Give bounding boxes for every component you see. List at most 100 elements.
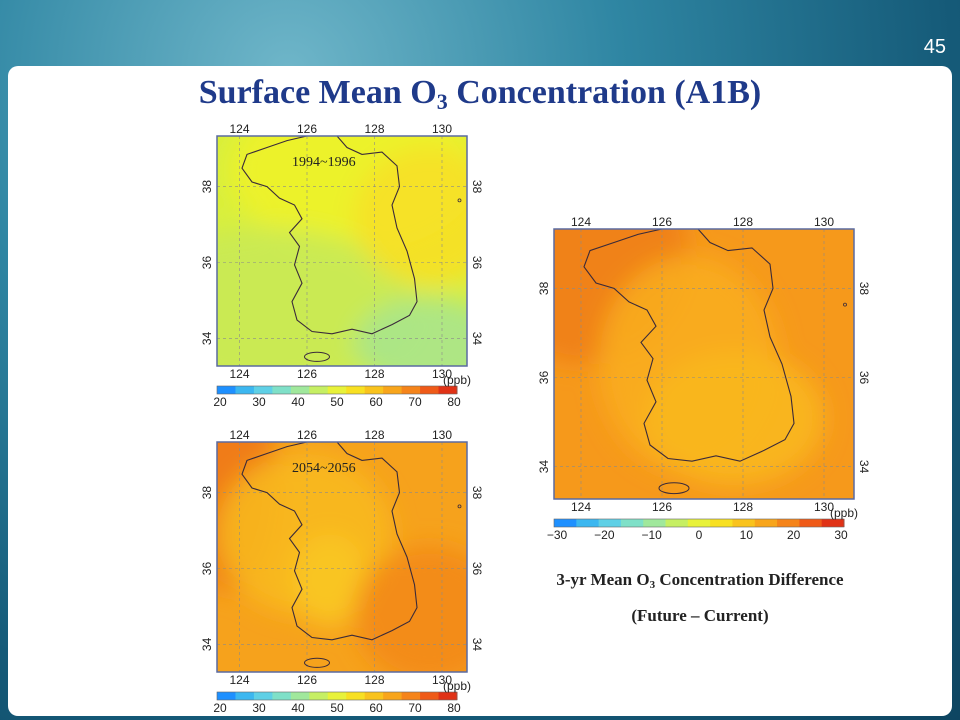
- graticule: [217, 442, 467, 672]
- coastline: [583, 229, 795, 462]
- colorbar-tick-label: −30: [547, 528, 568, 542]
- latitude-tick-label: 38: [470, 180, 484, 194]
- latitude-tick-label: 36: [200, 562, 214, 576]
- longitude-tick-label: 124: [229, 673, 249, 687]
- colorbar-segment: [777, 519, 800, 527]
- colorbar-segment: [235, 386, 255, 394]
- latitude-tick-label: 36: [200, 256, 214, 270]
- colorbar-segment: [821, 519, 845, 527]
- colorbar-segment: [235, 692, 255, 700]
- colorbar-segment: [290, 692, 310, 700]
- colorbar-segment: [665, 519, 689, 527]
- latitude-tick-label: 36: [470, 562, 484, 576]
- longitude-tick-label: 130: [432, 673, 452, 687]
- colorbar-segment: [383, 386, 403, 394]
- title-suffix: Concentration (A1B): [447, 74, 762, 111]
- colorbar: 20 30 40 50 60 70 80: [213, 691, 461, 715]
- caption-prefix: 3-yr Mean O: [556, 570, 650, 589]
- longitude-tick-label: 130: [432, 122, 452, 136]
- colorbar-segment: [217, 692, 236, 700]
- colorbar-segment: [253, 386, 273, 394]
- latitude-tick-label: 36: [470, 256, 484, 270]
- colorbar-tick-label: 50: [330, 701, 344, 715]
- period-label: 2054~2056: [292, 461, 356, 476]
- graticule: [554, 229, 854, 499]
- colorbar-segment: [643, 519, 667, 527]
- colorbar-unit-label: (ppb): [443, 679, 471, 693]
- longitude-tick-label: 130: [814, 500, 834, 514]
- latitude-tick-label: 34: [470, 332, 484, 346]
- colorbar-segment: [420, 386, 440, 394]
- colorbar-segment: [598, 519, 622, 527]
- longitude-tick-label: 128: [364, 367, 384, 381]
- caption-line-1: 3-yr Mean O3 Concentration Difference: [490, 570, 910, 591]
- period-label: 1994~1996: [292, 155, 356, 170]
- latitude-tick-label: 38: [537, 281, 551, 295]
- colorbar: −30 −20 −10 0 10 20 30: [547, 518, 848, 542]
- colorbar-segment: [710, 519, 733, 527]
- latitude-tick-label: 34: [200, 331, 214, 345]
- colorbar-tick-label: 20: [787, 528, 801, 542]
- colorbar-tick-label: 70: [408, 395, 422, 409]
- colorbar-tick-label: 10: [740, 528, 754, 542]
- latitude-tick-label: 38: [200, 180, 214, 194]
- colorbar-segment: [364, 692, 384, 700]
- longitude-tick-label: 124: [571, 215, 591, 229]
- island-outline: [304, 657, 330, 668]
- colorbar-unit-label: (ppb): [830, 506, 858, 520]
- colorbar-tick-label: 40: [291, 701, 305, 715]
- colorbar-tick-label: 60: [369, 395, 383, 409]
- longitude-tick-label: 130: [814, 215, 834, 229]
- longitude-tick-label: 126: [652, 215, 672, 229]
- longitude-tick-label: 126: [297, 428, 317, 442]
- colorbar-tick-label: −10: [641, 528, 662, 542]
- colorbar-segment: [554, 519, 577, 527]
- map-frame: [216, 441, 468, 673]
- map-svg: 124 124 126 126 128 128 130 130 34 34 36 36 38 38 1994…: [200, 122, 484, 409]
- colorbar-tick-label: 30: [834, 528, 848, 542]
- map-difference: 124 124 126 126 128 128 130 130 34 34 36 36 38 38 −30−…: [530, 212, 870, 542]
- colorbar-segment: [309, 692, 329, 700]
- latitude-tick-label: 38: [857, 282, 870, 296]
- longitude-tick-label: 126: [297, 367, 317, 381]
- longitude-tick-label: 126: [297, 673, 317, 687]
- longitude-tick-label: 130: [432, 367, 452, 381]
- longitude-tick-label: 126: [652, 500, 672, 514]
- colorbar-tick-label: 40: [291, 395, 305, 409]
- slide-title: Surface Mean O3 Concentration (A1B): [0, 74, 960, 115]
- colorbar-tick-label: 30: [252, 701, 266, 715]
- colorbar-tick-label: 50: [330, 395, 344, 409]
- colorbar-segment: [401, 386, 421, 394]
- graticule: [217, 136, 467, 366]
- title-prefix: Surface Mean O: [198, 74, 437, 111]
- longitude-tick-label: 130: [432, 428, 452, 442]
- longitude-tick-label: 124: [229, 367, 249, 381]
- colorbar-segment: [346, 386, 366, 394]
- longitude-tick-label: 126: [297, 122, 317, 136]
- latitude-tick-label: 38: [200, 486, 214, 500]
- colorbar-segment: [272, 692, 292, 700]
- colorbar-segment: [438, 692, 458, 700]
- coastline: [241, 136, 418, 335]
- colorbar-segment: [346, 692, 366, 700]
- colorbar-tick-label: 20: [213, 701, 227, 715]
- longitude-tick-label: 128: [364, 673, 384, 687]
- colorbar-segment: [799, 519, 823, 527]
- longitude-tick-label: 128: [733, 215, 753, 229]
- latitude-tick-label: 34: [537, 460, 551, 474]
- latitude-tick-label: 34: [200, 637, 214, 651]
- colorbar-segment: [754, 519, 778, 527]
- colorbar-segment: [576, 519, 600, 527]
- map-frame: [216, 135, 468, 367]
- longitude-tick-label: 124: [229, 428, 249, 442]
- map-svg: 124 124 126 126 128 128 130 130 34 34 36 36 38 38 2054…: [200, 428, 484, 715]
- slide-number: 45: [923, 36, 946, 58]
- colorbar: 20 30 40 50 60 70 80: [213, 385, 461, 409]
- colorbar-segment: [327, 692, 347, 700]
- colorbar-segment: [272, 386, 292, 394]
- latitude-tick-label: 34: [470, 638, 484, 652]
- longitude-tick-label: 124: [571, 500, 591, 514]
- colorbar-segment: [290, 386, 310, 394]
- caption-line-2: (Future – Current): [631, 606, 769, 625]
